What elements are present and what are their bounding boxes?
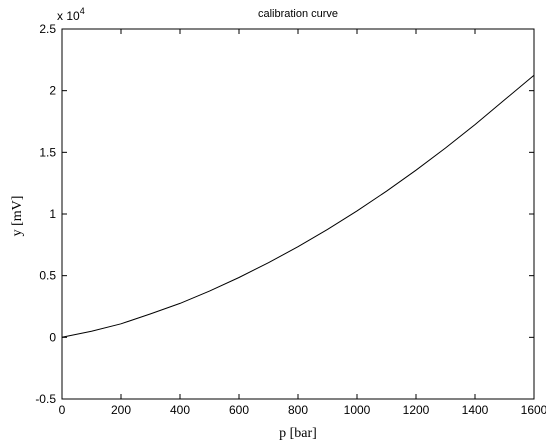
- x-tick-label: 1400: [462, 403, 489, 417]
- chart-title: calibration curve: [258, 8, 338, 20]
- plot-frame: [61, 28, 535, 400]
- x-tick-label: 400: [170, 403, 190, 417]
- x-tick-label: 0: [59, 403, 66, 417]
- y-exponent-power: 4: [80, 6, 85, 16]
- x-tick-label: 200: [111, 403, 131, 417]
- y-tick-label: 1: [49, 207, 56, 221]
- x-tick-label: 1600: [521, 403, 546, 417]
- y-axis-label: y [mV]: [10, 196, 25, 237]
- y-tick-label: -0.5: [35, 392, 56, 406]
- x-tick-label: 1000: [344, 403, 371, 417]
- x-tick-label: 800: [288, 403, 308, 417]
- y-tick-label: 2: [49, 84, 56, 98]
- y-tick-label: 0.5: [39, 269, 56, 283]
- ticks: 0 200 400 600 800 1000 1200 1400 1600-0.500.511.…: [35, 22, 546, 417]
- y-tick-label: 1.5: [39, 145, 56, 159]
- x-tick-label: 600: [229, 403, 249, 417]
- axes: [61, 28, 535, 400]
- x-axis-label: p [bar]: [279, 426, 317, 441]
- y-tick-label: 2.5: [39, 22, 56, 36]
- series-line-1: [61, 74, 535, 338]
- y-exponent-base: x 10: [57, 9, 80, 23]
- y-tick-label: 0: [49, 330, 56, 344]
- y-exponent-label: x 104: [57, 6, 85, 23]
- data-series: [61, 74, 535, 338]
- x-tick-label: 1200: [403, 403, 430, 417]
